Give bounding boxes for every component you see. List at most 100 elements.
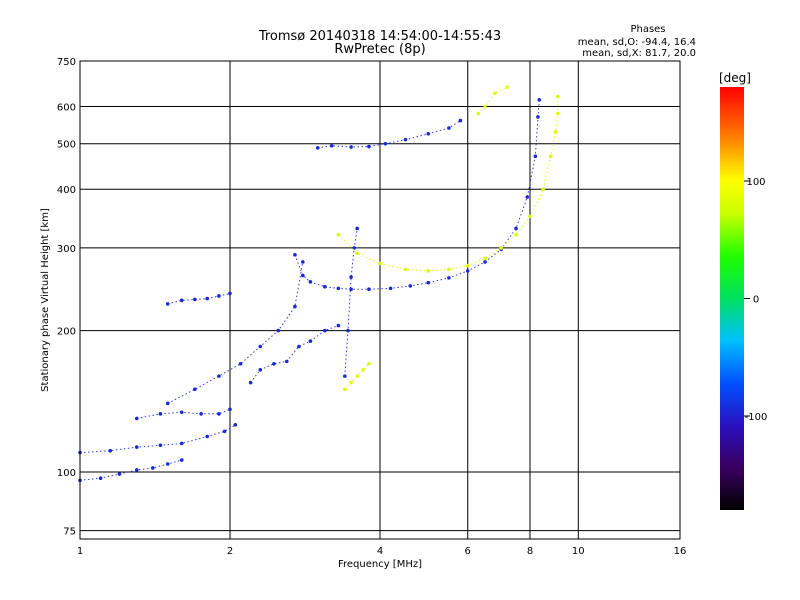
series-o-point — [388, 286, 393, 291]
x-axis-ticks: 1 2 4 6 8 10 16 — [77, 546, 687, 557]
series-o-point — [349, 275, 353, 279]
series-o-point — [258, 368, 263, 372]
series-x-point — [541, 187, 545, 192]
series-x-point — [447, 267, 451, 272]
series-o-point — [205, 296, 209, 301]
series-x-point — [403, 267, 408, 272]
series-o-point — [536, 115, 540, 119]
x-tick-label: 10 — [572, 546, 585, 557]
series-o-point — [193, 297, 197, 302]
series-o-point — [134, 468, 139, 472]
series-x-point — [528, 214, 532, 219]
series-o-point — [293, 304, 297, 309]
series-o-point — [217, 412, 221, 416]
series-o-point — [108, 448, 113, 453]
series-o-trace — [136, 408, 231, 419]
y-tick-label: 600 — [57, 103, 76, 114]
y-tick-label: 100 — [57, 468, 76, 479]
series-o-point — [179, 298, 184, 303]
series-x-point — [367, 361, 371, 366]
series-x-point — [499, 246, 503, 250]
series-o-point — [272, 361, 276, 366]
y-tick-label: 750 — [57, 57, 76, 68]
series-o-point — [217, 294, 221, 298]
y-tick-label: 500 — [57, 140, 76, 151]
series-o-point — [238, 361, 243, 366]
series-o-point — [179, 458, 184, 462]
series-o-point — [297, 344, 301, 349]
y-tick-label: 400 — [57, 185, 76, 196]
series-x-point — [361, 368, 365, 372]
series-o-point — [199, 412, 203, 416]
series-o-point — [329, 143, 334, 148]
series-o-point — [193, 387, 197, 392]
series-x-trace — [477, 86, 508, 114]
series-o-point — [165, 302, 170, 306]
series-x-point — [349, 380, 353, 385]
phases-o-stats: mean, sd,O: -94.4, 16.4 — [578, 37, 696, 48]
series-o-point — [349, 145, 353, 149]
series-o-point — [323, 328, 327, 333]
series-o-point — [355, 226, 359, 231]
series-o-point — [117, 472, 122, 476]
series-o-point — [158, 443, 163, 448]
series-o-point — [228, 291, 232, 296]
series-x-point — [556, 111, 560, 116]
series-o-point — [537, 98, 542, 102]
series-x-point — [514, 232, 518, 237]
series-o-point — [248, 380, 253, 385]
series-x-point — [483, 256, 487, 261]
series-x-point — [426, 269, 431, 273]
colorbar-tick-label: 100 — [746, 177, 765, 188]
chart-subtitle: RwPretec (8p) — [334, 42, 425, 57]
phases-header: Phases — [630, 24, 665, 35]
y-axis-label: Stationary phase Virtual Height [km] — [40, 208, 51, 392]
series-o-point — [284, 359, 289, 364]
series-o-point — [426, 280, 431, 285]
series-o-point — [301, 273, 305, 278]
series-x-point — [355, 374, 359, 378]
plot-grid — [80, 61, 680, 539]
series-o-point — [165, 462, 170, 466]
series-x-point — [493, 91, 497, 96]
series-x-trace — [338, 96, 559, 272]
series-o-point — [447, 126, 451, 130]
colorbar-tick-label: -100 — [745, 412, 768, 423]
series-o-point — [217, 374, 221, 378]
series-o-point — [98, 476, 103, 481]
series-o-point — [367, 287, 371, 292]
series-o-point — [308, 339, 313, 343]
series-o-point — [514, 226, 518, 231]
series-o-point — [308, 280, 313, 284]
series-o-point — [426, 131, 431, 136]
y-tick-label: 300 — [57, 244, 76, 255]
chart-title: Tromsø 20140318 14:54:00-14:55:43 — [258, 29, 501, 44]
series-o-point — [483, 260, 487, 264]
colorbar-tick-label: 0 — [753, 295, 759, 306]
series-o-point — [134, 445, 139, 449]
series-o-point — [349, 287, 353, 292]
series-x-point — [556, 94, 560, 99]
plot-points — [78, 85, 560, 483]
y-axis-ticks: 75 100 200 300 400 500 600 750 — [57, 57, 76, 538]
y-tick-label: 200 — [57, 327, 76, 338]
series-o-point — [403, 137, 408, 142]
series-x-point — [343, 387, 347, 392]
series-o-trace — [167, 261, 304, 404]
series-o-point — [134, 416, 139, 421]
series-o-point — [301, 260, 305, 264]
series-o-point — [525, 195, 530, 199]
series-o-point — [533, 154, 538, 159]
x-axis-label: Frequency [MHz] — [338, 559, 422, 570]
series-o-point — [408, 284, 413, 288]
series-o-point — [336, 286, 341, 291]
series-o-point — [323, 284, 327, 289]
series-o-point — [383, 141, 388, 146]
series-o-point — [293, 253, 297, 257]
series-o-point — [205, 434, 209, 439]
plot-frame — [79, 60, 681, 540]
series-o-point — [179, 410, 184, 415]
series-o-point — [151, 466, 155, 470]
series-o-point — [228, 407, 232, 412]
series-o-point — [158, 412, 163, 416]
